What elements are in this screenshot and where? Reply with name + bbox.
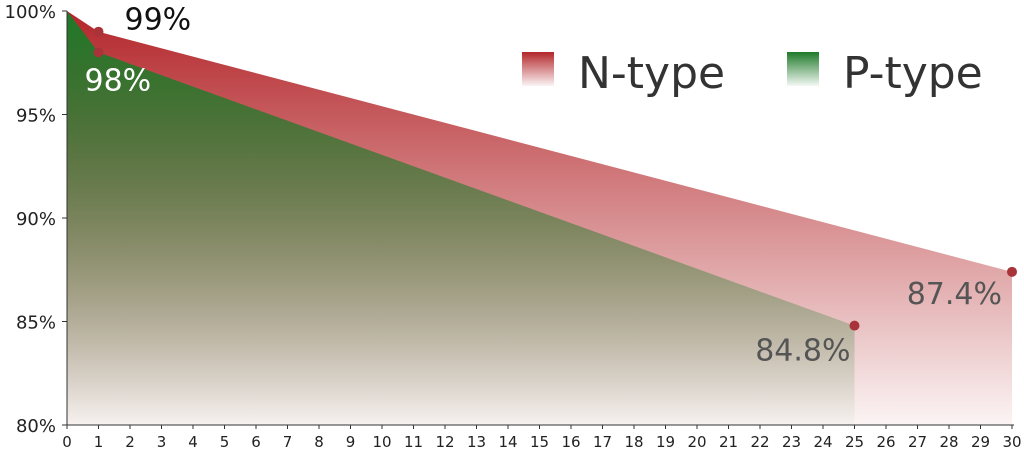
x-tick-label: 7 xyxy=(283,433,293,451)
p-type-point xyxy=(93,47,104,58)
x-tick-label: 21 xyxy=(719,433,738,451)
x-tick-label: 27 xyxy=(908,433,927,451)
x-tick-label: 22 xyxy=(750,433,769,451)
legend-label-n-type: N-type xyxy=(578,48,725,99)
x-tick-label: 24 xyxy=(813,433,832,451)
y-tick-label: 85% xyxy=(16,313,56,334)
x-tick-label: 17 xyxy=(593,433,612,451)
y-tick-label: 90% xyxy=(16,209,56,230)
x-tick-label: 9 xyxy=(346,433,356,451)
n-type-point xyxy=(93,26,104,37)
x-tick-label: 19 xyxy=(656,433,675,451)
p-type-point xyxy=(849,320,860,331)
x-tick-label: 0 xyxy=(62,433,72,451)
x-tick-label: 20 xyxy=(687,433,706,451)
series-areas xyxy=(67,11,1012,425)
x-tick-label: 29 xyxy=(971,433,990,451)
x-tick-label: 26 xyxy=(876,433,895,451)
x-tick-label: 2 xyxy=(125,433,135,451)
x-tick-label: 10 xyxy=(372,433,391,451)
x-tick-label: 15 xyxy=(530,433,549,451)
x-tick-label: 28 xyxy=(939,433,958,451)
legend: N-type P-type xyxy=(522,48,983,99)
y-tick-label: 100% xyxy=(5,2,56,23)
p-type-area xyxy=(67,11,855,425)
x-tick-label: 6 xyxy=(251,433,261,451)
p-type-data-label: 98% xyxy=(85,63,152,98)
x-tick-label: 14 xyxy=(498,433,517,451)
x-tick-label: 5 xyxy=(220,433,230,451)
data-points xyxy=(93,26,1017,331)
x-tick-label: 3 xyxy=(157,433,167,451)
n-type-point xyxy=(1007,266,1017,277)
legend-swatch-n-type xyxy=(522,52,554,86)
y-tick-label: 80% xyxy=(16,416,56,437)
x-tick-label: 25 xyxy=(845,433,864,451)
legend-swatch-p-type xyxy=(787,52,819,86)
data-labels: 99% 87.4% 98% 84.8% xyxy=(85,3,1003,369)
x-axis-ticks: 0 1 2 3 4 5 6 7 8 9 10 11 12 13 14 15 16 17 18 19 20 21 22 23 24… xyxy=(62,425,1022,451)
x-tick-label: 1 xyxy=(94,433,104,451)
n-type-data-label: 99% xyxy=(125,3,192,38)
legend-label-p-type: P-type xyxy=(843,48,983,99)
y-axis-ticks: 80% 85% 90% 95% 100% xyxy=(5,2,67,437)
x-tick-label: 8 xyxy=(314,433,324,451)
x-tick-label: 4 xyxy=(188,433,198,451)
p-type-data-label: 84.8% xyxy=(755,334,850,369)
x-tick-label: 13 xyxy=(467,433,486,451)
y-tick-label: 95% xyxy=(16,106,56,127)
x-tick-label: 18 xyxy=(624,433,643,451)
x-tick-label: 11 xyxy=(404,433,423,451)
n-type-data-label: 87.4% xyxy=(907,277,1002,312)
x-tick-label: 30 xyxy=(1002,433,1021,451)
x-tick-label: 12 xyxy=(435,433,454,451)
x-tick-label: 23 xyxy=(782,433,801,451)
x-tick-label: 16 xyxy=(561,433,580,451)
